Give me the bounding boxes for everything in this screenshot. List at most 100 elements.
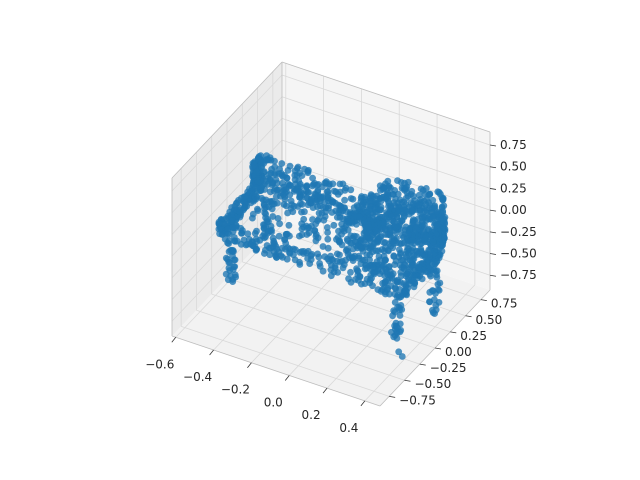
data-point	[390, 218, 397, 225]
data-point	[325, 202, 332, 210]
x-tick-mark	[322, 387, 328, 394]
data-point	[398, 240, 405, 248]
data-point	[263, 218, 271, 226]
data-point	[421, 236, 428, 244]
data-point	[333, 236, 340, 243]
x-tick-label: 0.4	[339, 421, 358, 435]
data-point	[313, 181, 321, 189]
data-point	[370, 270, 378, 278]
data-point	[330, 221, 338, 229]
x-axis-line	[171, 335, 381, 407]
pane-edge	[281, 61, 491, 133]
data-point	[397, 179, 405, 186]
data-point	[229, 278, 237, 285]
data-point	[376, 233, 384, 241]
data-point	[303, 182, 311, 190]
data-point	[253, 168, 260, 176]
data-point	[390, 239, 397, 247]
grid-line-z-left	[171, 74, 283, 192]
data-point	[426, 190, 434, 198]
x-tick-label: −0.2	[221, 383, 250, 397]
data-point	[297, 183, 305, 191]
data-point	[380, 239, 388, 246]
grid-line-z-left	[171, 96, 283, 214]
data-point	[390, 199, 398, 207]
data-point	[253, 245, 261, 253]
data-point	[344, 250, 352, 258]
data-point	[324, 244, 332, 252]
data-point	[391, 332, 399, 339]
data-point	[269, 179, 277, 187]
data-point	[227, 272, 235, 280]
data-point	[309, 174, 316, 182]
data-point	[385, 247, 392, 255]
data-point	[338, 241, 346, 249]
z-tick-label: −0.25	[500, 225, 537, 239]
data-point	[281, 196, 289, 203]
data-point	[254, 179, 262, 186]
data-point	[363, 264, 371, 272]
data-point	[424, 215, 432, 223]
y-tick-label: 0.25	[460, 329, 487, 343]
data-point	[341, 196, 348, 204]
data-point	[319, 243, 327, 250]
data-point	[221, 220, 229, 228]
data-point	[402, 251, 410, 258]
data-point	[439, 195, 447, 203]
x-tick-mark	[247, 362, 252, 368]
data-point	[385, 263, 393, 270]
data-point	[254, 207, 262, 215]
z-tick-mark	[489, 209, 497, 212]
y-tick-label: −0.75	[399, 393, 436, 407]
data-point	[324, 191, 332, 199]
data-point	[215, 220, 223, 228]
data-point	[282, 231, 290, 238]
data-point	[289, 208, 297, 216]
data-point	[421, 221, 428, 229]
data-point	[296, 258, 303, 266]
y-tick-mark	[389, 395, 396, 398]
data-point	[262, 196, 270, 204]
data-point	[323, 224, 331, 231]
data-point	[307, 256, 315, 263]
data-point	[324, 229, 331, 236]
data-point	[382, 256, 389, 264]
data-point	[426, 288, 434, 296]
data-point	[308, 251, 316, 258]
z-tick-mark	[489, 166, 497, 169]
data-point	[376, 256, 384, 264]
data-point	[229, 248, 236, 256]
data-point	[432, 306, 440, 314]
data-point	[372, 195, 380, 203]
data-point	[325, 182, 333, 190]
data-point	[276, 220, 283, 228]
data-point	[283, 174, 291, 182]
data-point	[262, 203, 270, 211]
y-tick-mark	[419, 363, 426, 366]
data-point	[284, 167, 292, 174]
grid-line-y-floor	[196, 309, 405, 381]
data-point	[393, 278, 401, 286]
x-tick-label: −0.6	[145, 357, 174, 371]
x-tick-label: 0.0	[264, 395, 283, 409]
grid-line-y-floor	[211, 293, 420, 365]
z-tick-mark	[489, 188, 497, 190]
data-point	[386, 231, 393, 239]
data-point	[294, 203, 302, 210]
data-point	[296, 232, 303, 240]
data-point	[410, 216, 417, 224]
data-point	[355, 254, 363, 262]
data-point	[400, 198, 408, 206]
data-point	[344, 226, 352, 234]
data-point	[400, 280, 408, 288]
data-point	[402, 272, 410, 280]
data-point	[324, 235, 332, 243]
data-point	[312, 237, 320, 245]
data-point	[422, 185, 430, 192]
data-point	[293, 172, 301, 179]
z-axis-ticks: −0.75 −0.50 −0.25 0.00 0.25 0.50 0.75	[489, 138, 537, 282]
data-point	[420, 204, 428, 212]
data-point	[244, 230, 252, 238]
y-tick-label: 0.00	[445, 345, 472, 359]
